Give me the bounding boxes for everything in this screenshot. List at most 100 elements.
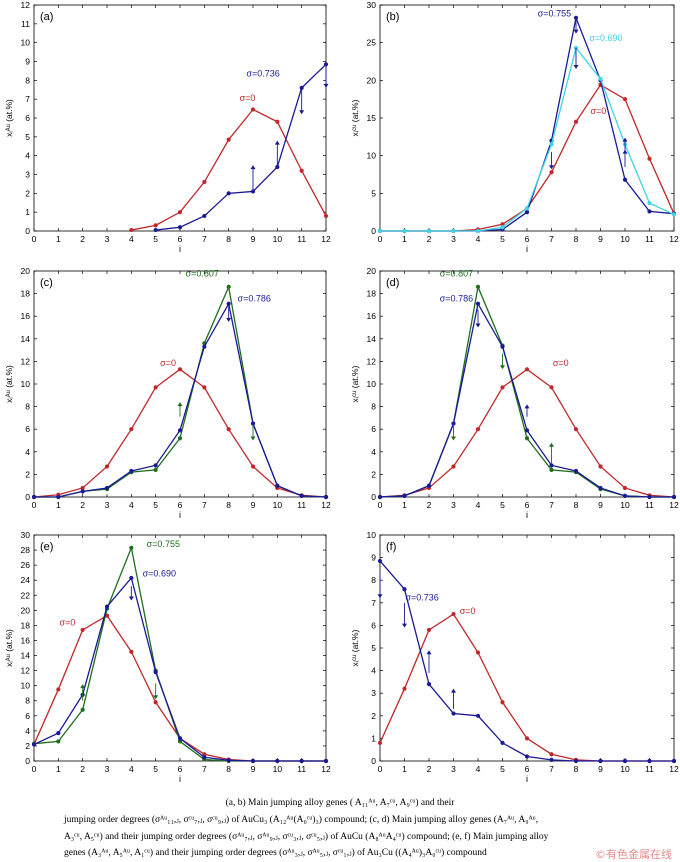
data-point	[177, 436, 183, 441]
x-tick-label: 0	[32, 500, 37, 510]
data-point	[549, 467, 554, 472]
series-label: σ=0.786	[440, 294, 473, 304]
x-tick-label: 12	[321, 234, 331, 244]
x-tick-label: 4	[129, 764, 134, 774]
data-point	[524, 736, 530, 741]
x-axis-label: i	[179, 774, 181, 784]
data-point	[524, 436, 530, 441]
x-tick-label: 3	[451, 764, 456, 774]
caption-line-1: (a, b) Main jumping alloy genes ( A₁₁ᴬᵘ,…	[225, 798, 455, 808]
data-point	[80, 485, 85, 491]
y-tick-label: 10	[367, 530, 377, 540]
data-point	[475, 427, 481, 432]
shift-arrow-head	[250, 436, 256, 441]
x-tick-label: 0	[378, 764, 383, 774]
x-tick-label: 10	[273, 764, 283, 774]
data-point	[500, 700, 505, 705]
y-tick-label: 0	[25, 492, 30, 502]
x-tick-label: 4	[476, 764, 481, 774]
x-tick-label: 12	[669, 764, 679, 774]
data-point	[377, 740, 383, 746]
data-point	[275, 119, 280, 124]
data-point	[451, 464, 456, 469]
y-tick-label: 16	[367, 311, 377, 321]
y-tick-label: 30	[367, 0, 377, 10]
shift-arrow-head	[402, 623, 407, 628]
data-point	[475, 284, 481, 289]
y-tick-label: 6	[25, 711, 30, 721]
y-axis-label: xᵢᶜᵘ (at.%)	[350, 365, 360, 402]
y-tick-label: 5	[371, 643, 376, 653]
data-point	[524, 754, 530, 759]
x-tick-label: 1	[402, 234, 407, 244]
shift-arrow-head	[299, 110, 305, 115]
x-tick-label: 2	[80, 500, 85, 510]
series-label: σ=0	[553, 358, 569, 368]
series-label: σ=0	[240, 93, 256, 103]
data-point	[598, 76, 603, 81]
y-tick-label: 20	[21, 605, 31, 615]
data-point	[549, 757, 554, 762]
data-point	[402, 228, 407, 234]
data-point	[153, 700, 158, 705]
data-point	[573, 427, 579, 432]
x-tick-label: 6	[525, 234, 530, 244]
data-point	[226, 427, 231, 432]
data-point	[323, 758, 329, 764]
data-point	[500, 740, 505, 746]
data-point	[177, 428, 183, 433]
data-point	[153, 223, 158, 228]
y-tick-label: 8	[25, 696, 30, 706]
x-tick-label: 2	[427, 764, 432, 774]
shift-arrow-head	[500, 365, 505, 370]
y-tick-label: 12	[21, 666, 31, 676]
shift-arrow-head	[622, 149, 628, 154]
y-tick-label: 6	[25, 424, 30, 434]
x-tick-label: 5	[500, 764, 505, 774]
x-tick-label: 9	[598, 500, 603, 510]
data-point	[647, 201, 652, 206]
y-tick-label: 8	[371, 575, 376, 585]
data-point	[377, 228, 383, 234]
shift-arrow-head	[549, 442, 554, 447]
x-tick-label: 7	[202, 500, 207, 510]
panel-label: (a)	[40, 11, 53, 23]
y-tick-label: 0	[371, 492, 376, 502]
x-tick-label: 0	[378, 500, 383, 510]
x-tick-label: 12	[321, 500, 331, 510]
shift-arrow-head	[377, 594, 383, 599]
plot-frame	[379, 270, 675, 498]
caption-line-4: genes (A₃ᴬᵘ, A₅ᴬᵘ, A₁ᶜᵘ) and their jumpi…	[64, 848, 487, 858]
data-point	[31, 494, 37, 500]
data-point	[475, 228, 481, 234]
y-tick-label: 11	[21, 19, 30, 29]
shift-arrow-head	[80, 684, 86, 689]
y-tick-label: 2	[25, 188, 30, 198]
data-point	[80, 627, 85, 633]
y-tick-label: 2	[371, 469, 376, 479]
plot-frame	[33, 534, 327, 762]
data-point	[226, 284, 231, 289]
y-tick-label: 10	[21, 379, 31, 389]
watermark: ©有色金属在线	[595, 848, 672, 861]
data-point	[129, 227, 134, 233]
x-tick-label: 9	[251, 234, 256, 244]
y-tick-label: 12	[21, 0, 31, 10]
y-tick-label: 2	[371, 711, 376, 721]
y-tick-label: 1	[371, 733, 376, 743]
y-tick-label: 10	[21, 38, 31, 48]
data-point	[177, 210, 183, 215]
series-label: σ=0.755	[538, 8, 571, 18]
x-tick-label: 2	[80, 234, 85, 244]
y-tick-label: 4	[25, 726, 30, 736]
data-point	[451, 228, 456, 234]
caption-line-2: jumping order degrees (σᴬᵘ₁₁,ⱼ, σᶜᵘ₇,ⱼ, …	[64, 815, 539, 825]
data-point	[549, 170, 554, 175]
data-point	[250, 464, 256, 469]
x-axis-label: i	[526, 774, 528, 784]
data-point	[153, 227, 158, 233]
